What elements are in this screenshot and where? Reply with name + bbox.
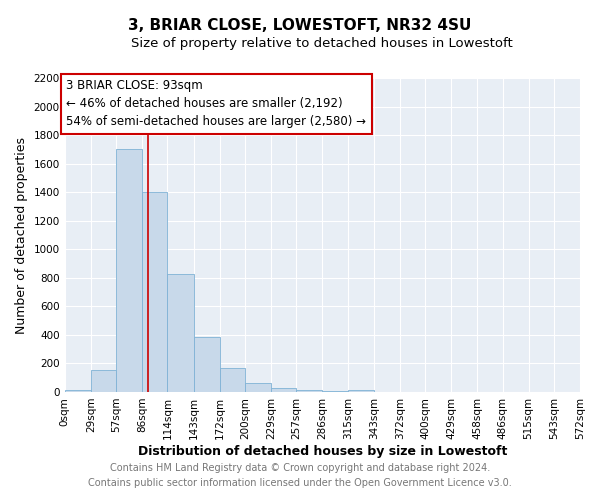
X-axis label: Distribution of detached houses by size in Lowestoft: Distribution of detached houses by size …: [137, 444, 507, 458]
Bar: [65, 390, 91, 392]
Text: 3 BRIAR CLOSE: 93sqm
← 46% of detached houses are smaller (2,192)
54% of semi-de: 3 BRIAR CLOSE: 93sqm ← 46% of detached h…: [67, 80, 367, 128]
Text: Contains HM Land Registry data © Crown copyright and database right 2024.
Contai: Contains HM Land Registry data © Crown c…: [88, 462, 512, 487]
Text: 3, BRIAR CLOSE, LOWESTOFT, NR32 4SU: 3, BRIAR CLOSE, LOWESTOFT, NR32 4SU: [128, 18, 472, 32]
Bar: [296, 390, 322, 392]
Bar: [142, 192, 167, 392]
Bar: [220, 368, 245, 392]
Bar: [91, 370, 116, 392]
Bar: [193, 337, 220, 392]
Bar: [322, 391, 349, 392]
Bar: [349, 390, 374, 392]
Title: Size of property relative to detached houses in Lowestoft: Size of property relative to detached ho…: [131, 38, 513, 51]
Bar: [271, 388, 296, 392]
Bar: [245, 382, 271, 392]
Y-axis label: Number of detached properties: Number of detached properties: [15, 136, 28, 334]
Bar: [116, 150, 142, 392]
Bar: [167, 274, 193, 392]
